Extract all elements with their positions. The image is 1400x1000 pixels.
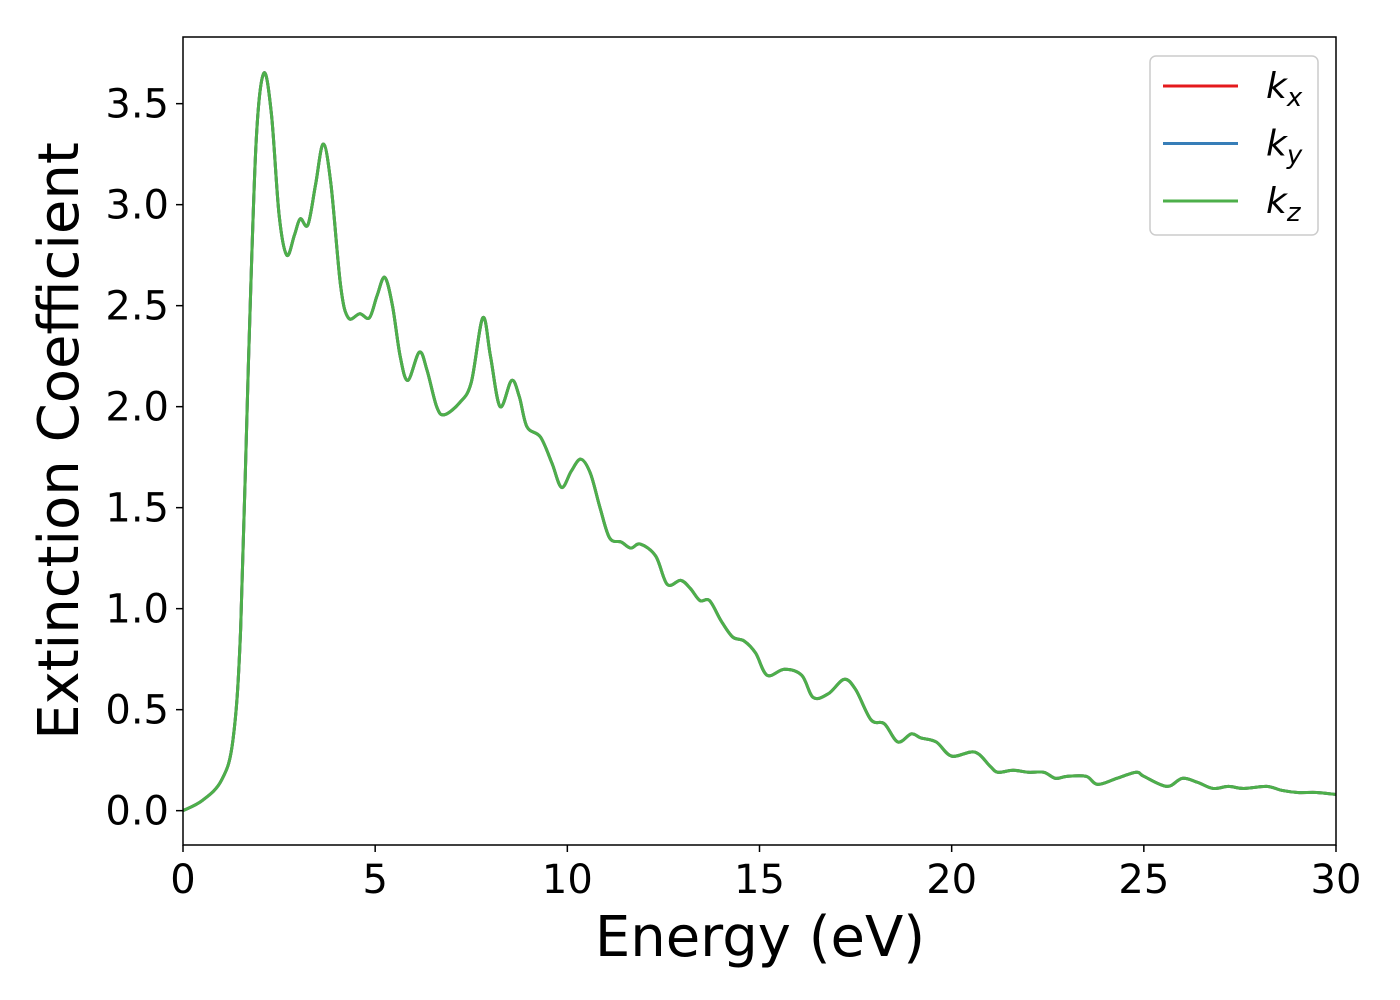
x-axis-label: Energy (eV) [595,905,925,970]
y-tick-label: 1.5 [105,486,169,532]
y-tick-label: 2.0 [105,385,169,431]
x-tick-label: 25 [1118,857,1169,903]
legend-label: kz [1266,181,1302,228]
legend-label: ky [1266,124,1303,171]
x-tick-label: 30 [1311,857,1362,903]
x-tick-label: 20 [926,857,977,903]
y-axis-label: Extinction Coefficient [27,142,92,740]
legend-box [1149,55,1319,236]
y-tick-label: 3.5 [105,82,169,128]
y-tick-label: 1.0 [105,587,169,633]
x-tick-label: 15 [734,857,785,903]
x-tick-label: 0 [170,857,195,903]
legend-label: kx [1266,66,1303,113]
plot-frame [182,36,1337,846]
y-tick-label: 0.5 [105,688,169,734]
data-line [183,71,1336,813]
y-tick-label: 3.0 [105,183,169,229]
x-tick-label: 10 [542,857,593,903]
x-tick-label: 5 [362,857,387,903]
y-tick-label: 2.5 [105,284,169,330]
y-tick-label: 0.0 [105,789,169,835]
